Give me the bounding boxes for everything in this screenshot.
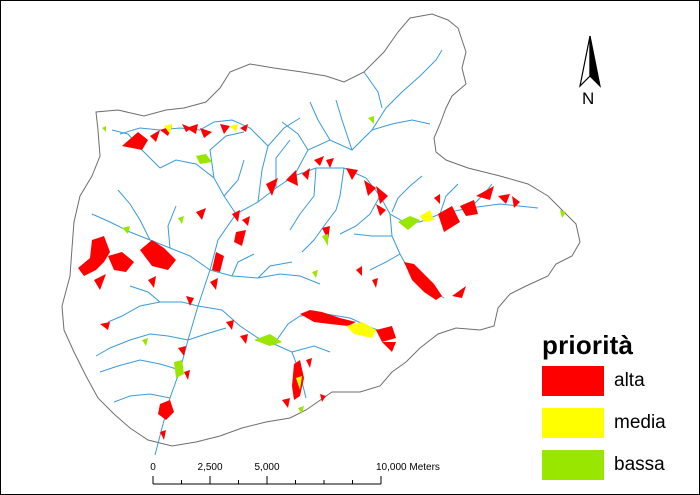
legend-label-alta: alta	[614, 370, 645, 391]
scale-bar-graphic	[152, 476, 382, 485]
scale-tick-0: 0	[150, 462, 156, 473]
legend-label-bassa: bassa	[614, 454, 665, 475]
north-arrow-label: N	[582, 89, 595, 108]
priority-areas-alta	[78, 124, 520, 440]
priority-areas-bassa	[102, 116, 566, 414]
legend-swatch-bassa	[542, 450, 604, 480]
legend-swatch-alta	[542, 366, 604, 396]
legend: priorità alta media bassa	[542, 330, 692, 480]
priority-areas-media	[164, 124, 434, 390]
legend-swatch-media	[542, 408, 604, 438]
scale-tick-2500: 2,500	[197, 462, 223, 473]
legend-label-media: media	[614, 412, 666, 433]
legend-title: priorità	[542, 330, 634, 360]
scale-tick-5000: 5,000	[254, 462, 280, 473]
scale-bar: 0 2,500 5,000 10,000 Meters	[140, 462, 470, 494]
scale-tick-10000: 10,000 Meters	[376, 462, 440, 473]
watershed-boundary	[61, 13, 581, 447]
north-arrow-icon	[579, 35, 601, 88]
